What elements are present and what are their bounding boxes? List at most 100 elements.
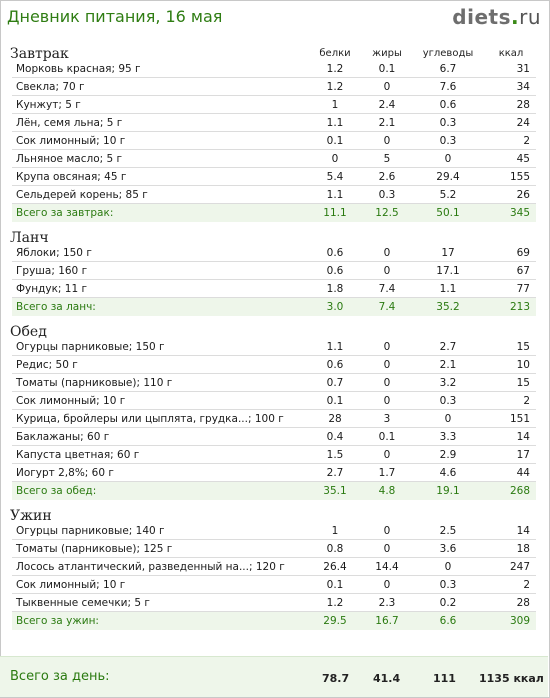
kcal-value: 2	[523, 395, 530, 407]
meal-header: Обед	[10, 324, 47, 340]
kcal-value: 309	[509, 615, 530, 627]
kcal-value: 2	[523, 579, 530, 591]
fat-value: 0.3	[378, 189, 396, 201]
carbs-value: 3.2	[439, 377, 457, 389]
food-name: Иогурт 2,8%; 60 г	[16, 467, 114, 479]
protein-value: 2.7	[326, 467, 344, 479]
meal-total-row: Всего за завтрак: 11.1 12.5 50.1 345	[12, 204, 536, 222]
protein-value: 1.1	[326, 341, 344, 353]
carbs-value: 3.3	[439, 431, 457, 443]
page-title: Дневник питания, 16 мая	[7, 7, 223, 26]
carbs-value: 4.6	[439, 467, 457, 479]
carbs-value: 0.3	[439, 579, 457, 591]
food-name: Крупа овсяная; 45 г	[16, 171, 127, 183]
food-row[interactable]: Томаты (парниковые); 110 г 0.7 0 3.2 15	[12, 374, 536, 392]
fat-value: 5	[383, 153, 391, 165]
food-row[interactable]: Сок лимонный; 10 г 0.1 0 0.3 2	[12, 392, 536, 410]
carbs-value: 2.7	[439, 341, 457, 353]
fat-value: 16.7	[375, 615, 399, 627]
food-row[interactable]: Лосось атлантический, разведенный на...;…	[12, 558, 536, 576]
carbs-value: 29.4	[436, 171, 460, 183]
kcal-value: 69	[516, 247, 530, 259]
carbs-value: 6.7	[439, 63, 457, 75]
food-row[interactable]: Сок лимонный; 10 г 0.1 0 0.3 2	[12, 132, 536, 150]
food-name: Всего за обед:	[16, 485, 97, 497]
fat-value: 0	[383, 525, 391, 537]
fat-value: 1.7	[378, 467, 396, 479]
fat-value: 0	[383, 449, 391, 461]
protein-value: 26.4	[323, 561, 347, 573]
protein-value: 0	[331, 153, 339, 165]
food-row[interactable]: Томаты (парниковые); 125 г 0.8 0 3.6 18	[12, 540, 536, 558]
kcal-value: 77	[516, 283, 530, 295]
food-row[interactable]: Фундук; 11 г 1.8 7.4 1.1 77	[12, 280, 536, 298]
food-row[interactable]: Редис; 50 г 0.6 0 2.1 10	[12, 356, 536, 374]
protein-value: 3.0	[326, 301, 344, 313]
food-row[interactable]: Огурцы парниковые; 150 г 1.1 0 2.7 15	[12, 338, 536, 356]
kcal-value: 45	[516, 153, 530, 165]
carbs-value: 3.6	[439, 543, 457, 555]
fat-value: 0	[383, 377, 391, 389]
food-row[interactable]: Свекла; 70 г 1.2 0 7.6 34	[12, 78, 536, 96]
protein-value: 0.8	[326, 543, 344, 555]
food-name: Фундук; 11 г	[16, 283, 88, 295]
carbs-value: 2.5	[439, 525, 457, 537]
protein-value: 29.5	[323, 615, 347, 627]
col-head-protein: белки	[319, 48, 351, 59]
protein-value: 11.1	[323, 207, 347, 219]
food-row[interactable]: Огурцы парниковые; 140 г 1 0 2.5 14	[12, 522, 536, 540]
day-total-fat: 41.4	[373, 672, 401, 685]
logo-dot: .	[510, 5, 520, 29]
fat-value: 0	[383, 341, 391, 353]
site-logo[interactable]: diets.ru	[452, 5, 541, 29]
food-row[interactable]: Тыквенные семечки; 5 г 1.2 2.3 0.2 28	[12, 594, 536, 612]
food-name: Кунжут; 5 г	[16, 99, 81, 111]
food-row[interactable]: Крупа овсяная; 45 г 5.4 2.6 29.4 155	[12, 168, 536, 186]
kcal-value: 34	[516, 81, 530, 93]
kcal-value: 17	[516, 449, 530, 461]
food-row[interactable]: Яблоки; 150 г 0.6 0 17 69	[12, 244, 536, 262]
carbs-value: 17.1	[436, 265, 460, 277]
carbs-value: 2.1	[439, 359, 457, 371]
food-row[interactable]: Льняное масло; 5 г 0 5 0 45	[12, 150, 536, 168]
food-row[interactable]: Иогурт 2,8%; 60 г 2.7 1.7 4.6 44	[12, 464, 536, 482]
carbs-value: 0.6	[439, 99, 457, 111]
carbs-value: 7.6	[439, 81, 457, 93]
carbs-value: 5.2	[439, 189, 457, 201]
kcal-value: 15	[516, 341, 530, 353]
carbs-value: 50.1	[436, 207, 460, 219]
food-row[interactable]: Груша; 160 г 0.6 0 17.1 67	[12, 262, 536, 280]
day-total-kcal: 1135 ккал	[479, 672, 544, 685]
protein-value: 35.1	[323, 485, 347, 497]
kcal-value: 44	[516, 467, 530, 479]
food-row[interactable]: Морковь красная; 95 г 1.2 0.1 6.7 31	[12, 60, 536, 78]
food-row[interactable]: Сок лимонный; 10 г 0.1 0 0.3 2	[12, 576, 536, 594]
fat-value: 0	[383, 265, 391, 277]
food-row[interactable]: Баклажаны; 60 г 0.4 0.1 3.3 14	[12, 428, 536, 446]
protein-value: 1.5	[326, 449, 344, 461]
food-name: Курица, бройлеры или цыплята, грудка...;…	[16, 413, 284, 425]
protein-value: 0.7	[326, 377, 344, 389]
kcal-value: 18	[516, 543, 530, 555]
fat-value: 0	[383, 395, 391, 407]
food-row[interactable]: Капуста цветная; 60 г 1.5 0 2.9 17	[12, 446, 536, 464]
food-row[interactable]: Сельдерей корень; 85 г 1.1 0.3 5.2 26	[12, 186, 536, 204]
protein-value: 0.6	[326, 359, 344, 371]
meal-total-row: Всего за ужин: 29.5 16.7 6.6 309	[12, 612, 536, 630]
protein-value: 1	[331, 99, 339, 111]
food-row[interactable]: Лён, семя льна; 5 г 1.1 2.1 0.3 24	[12, 114, 536, 132]
carbs-value: 0.3	[439, 395, 457, 407]
food-name: Сок лимонный; 10 г	[16, 135, 126, 147]
fat-value: 7.4	[378, 283, 396, 295]
carbs-value: 0	[444, 153, 452, 165]
kcal-value: 345	[509, 207, 530, 219]
fat-value: 0.1	[378, 63, 396, 75]
food-row[interactable]: Кунжут; 5 г 1 2.4 0.6 28	[12, 96, 536, 114]
fat-value: 2.3	[378, 597, 396, 609]
fat-value: 0	[383, 543, 391, 555]
meal-total-row: Всего за обед: 35.1 4.8 19.1 268	[12, 482, 536, 500]
fat-value: 0	[383, 81, 391, 93]
food-name: Сельдерей корень; 85 г	[16, 189, 148, 201]
fat-value: 0	[383, 247, 391, 259]
food-row[interactable]: Курица, бройлеры или цыплята, грудка...;…	[12, 410, 536, 428]
